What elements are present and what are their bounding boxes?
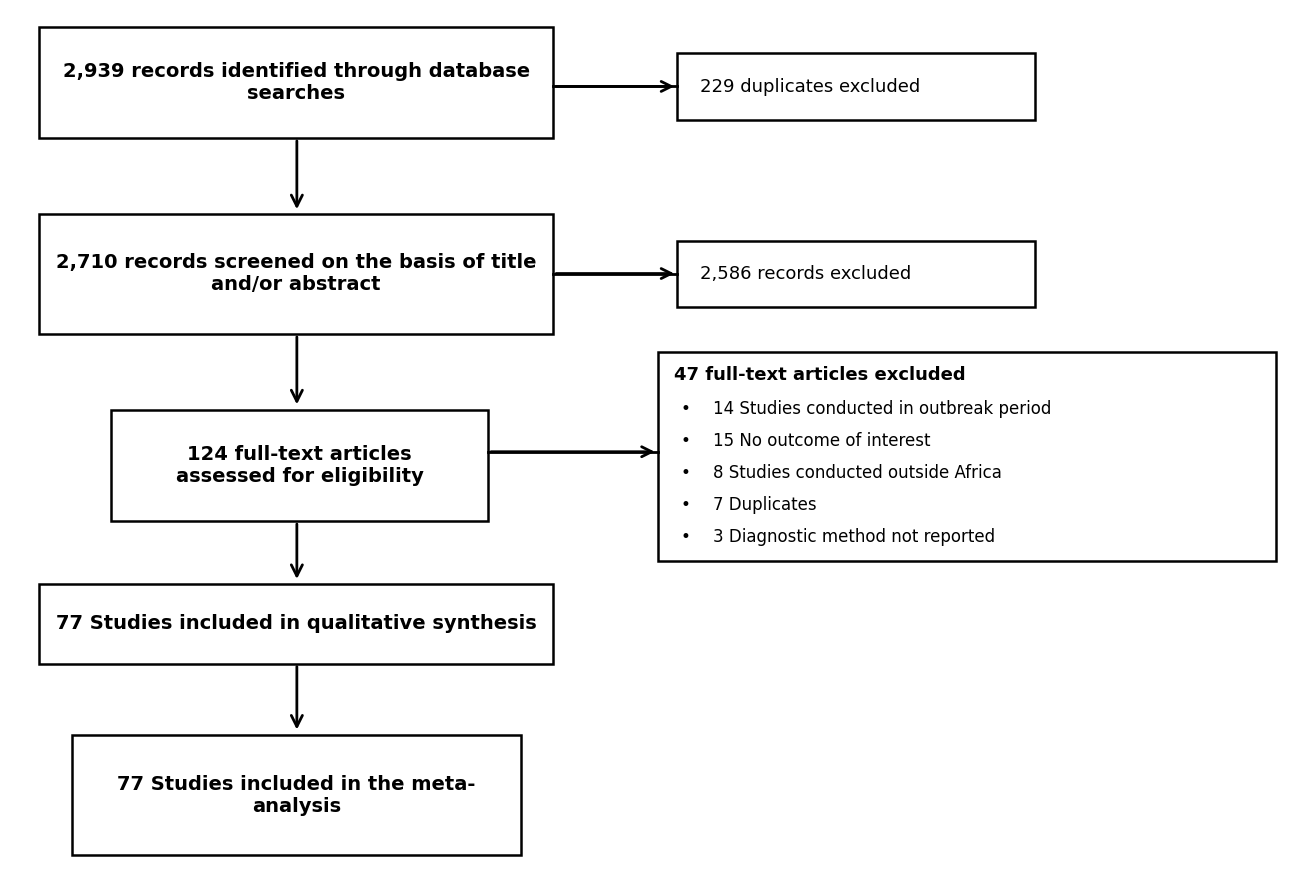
Text: •: • (681, 464, 691, 482)
Text: 2,939 records identified through database
searches: 2,939 records identified through databas… (62, 61, 530, 103)
Bar (39, 584, 553, 664)
Bar (677, 53, 1035, 120)
Text: •: • (681, 400, 691, 418)
Text: •: • (681, 528, 691, 546)
Bar (72, 735, 521, 855)
Text: 3 Diagnostic method not reported: 3 Diagnostic method not reported (713, 528, 996, 546)
Bar (677, 241, 1035, 307)
Text: 229 duplicates excluded: 229 duplicates excluded (700, 78, 921, 96)
Text: 2,586 records excluded: 2,586 records excluded (700, 265, 911, 283)
Bar (658, 352, 1276, 561)
Text: 77 Studies included in qualitative synthesis: 77 Studies included in qualitative synth… (56, 614, 536, 634)
Text: 124 full-text articles
assessed for eligibility: 124 full-text articles assessed for elig… (176, 445, 423, 486)
Text: 7 Duplicates: 7 Duplicates (713, 496, 818, 514)
Text: •: • (681, 496, 691, 514)
Text: 47 full-text articles excluded: 47 full-text articles excluded (674, 366, 966, 384)
Text: 77 Studies included in the meta-
analysis: 77 Studies included in the meta- analysi… (117, 774, 475, 816)
Bar (111, 410, 488, 521)
Bar (39, 214, 553, 334)
Text: 8 Studies conducted outside Africa: 8 Studies conducted outside Africa (713, 464, 1003, 482)
Text: 2,710 records screened on the basis of title
and/or abstract: 2,710 records screened on the basis of t… (56, 253, 536, 295)
Bar (39, 27, 553, 138)
Text: 14 Studies conducted in outbreak period: 14 Studies conducted in outbreak period (713, 400, 1052, 418)
Text: •: • (681, 432, 691, 450)
Text: 15 No outcome of interest: 15 No outcome of interest (713, 432, 931, 450)
